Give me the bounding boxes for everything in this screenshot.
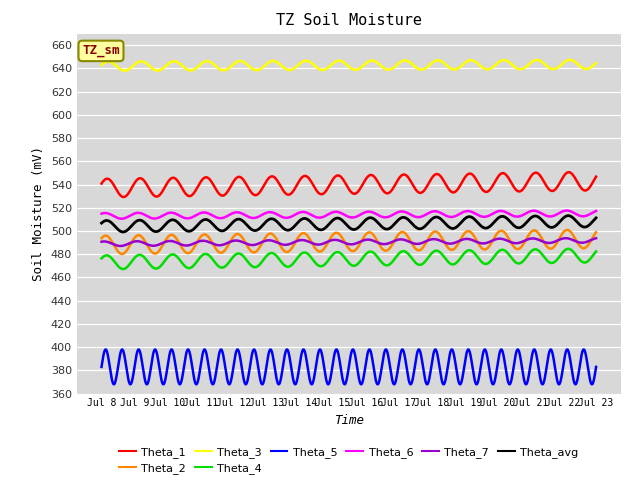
Theta_3 [121, 68, 129, 73]
Theta_1 [565, 169, 573, 175]
Theta_7 [116, 243, 124, 249]
Theta_avg [327, 219, 335, 225]
Theta_1 [120, 194, 127, 200]
Theta_avg [380, 225, 387, 231]
Theta_2 [318, 248, 326, 254]
Theta_avg [136, 217, 144, 223]
Theta_3 [156, 67, 164, 73]
Theta_3 [380, 65, 387, 71]
Theta_4 [380, 261, 387, 267]
Theta_7 [308, 240, 316, 246]
Theta_4 [308, 255, 316, 261]
Theta_2 [380, 247, 387, 252]
Theta_6 [327, 210, 335, 216]
Theta_2 [327, 235, 335, 240]
Theta_6 [318, 215, 326, 220]
Theta_5 [317, 350, 325, 356]
Theta_avg [564, 213, 572, 218]
Theta_6 [118, 216, 125, 222]
Theta_7 [380, 241, 387, 247]
Y-axis label: Soil Moisture (mV): Soil Moisture (mV) [32, 146, 45, 281]
Theta_1 [136, 175, 144, 181]
Theta_4 [592, 249, 600, 254]
Theta_2 [592, 229, 600, 235]
Theta_1 [592, 174, 600, 180]
Theta_5 [156, 369, 164, 374]
Theta_6 [98, 211, 106, 216]
Theta_7 [327, 238, 335, 243]
X-axis label: Time: Time [334, 414, 364, 427]
Theta_7 [318, 241, 326, 247]
Theta_1 [327, 180, 335, 186]
Theta_avg [156, 227, 164, 233]
Theta_4 [98, 255, 106, 261]
Theta_5 [326, 375, 334, 381]
Theta_3 [98, 62, 106, 68]
Theta_4 [119, 266, 127, 272]
Theta_1 [318, 192, 326, 197]
Theta_2 [563, 227, 571, 233]
Theta_5 [380, 353, 387, 359]
Theta_4 [564, 246, 572, 252]
Theta_5 [98, 364, 106, 370]
Theta_3 [318, 67, 326, 73]
Theta_5 [592, 364, 600, 370]
Theta_6 [592, 208, 600, 214]
Theta_avg [98, 220, 106, 226]
Line: Theta_5: Theta_5 [102, 349, 596, 384]
Theta_2 [98, 235, 106, 241]
Theta_2 [136, 233, 144, 239]
Theta_avg [318, 227, 326, 233]
Line: Theta_avg: Theta_avg [102, 216, 596, 232]
Theta_avg [592, 215, 600, 221]
Line: Theta_1: Theta_1 [102, 172, 596, 197]
Theta_4 [327, 254, 335, 260]
Theta_7 [136, 239, 144, 244]
Legend: Theta_1, Theta_2, Theta_3, Theta_4, Theta_5, Theta_6, Theta_7, Theta_avg: Theta_1, Theta_2, Theta_3, Theta_4, Thet… [115, 443, 583, 479]
Theta_7 [592, 235, 600, 241]
Theta_1 [380, 188, 387, 193]
Theta_6 [380, 214, 387, 220]
Text: TZ_sm: TZ_sm [82, 44, 120, 58]
Theta_5 [136, 348, 143, 354]
Theta_7 [562, 235, 570, 241]
Theta_1 [98, 180, 106, 186]
Theta_3 [136, 59, 144, 64]
Theta_4 [136, 252, 144, 258]
Line: Theta_3: Theta_3 [102, 60, 596, 71]
Theta_5 [307, 381, 315, 387]
Theta_6 [563, 208, 570, 214]
Theta_2 [118, 251, 126, 257]
Theta_5 [341, 382, 349, 387]
Theta_2 [308, 240, 316, 245]
Theta_4 [156, 264, 164, 269]
Theta_6 [156, 214, 164, 220]
Theta_2 [156, 246, 164, 252]
Theta_5 [349, 347, 356, 352]
Theta_3 [592, 60, 600, 66]
Title: TZ Soil Moisture: TZ Soil Moisture [276, 13, 422, 28]
Theta_7 [156, 241, 164, 247]
Line: Theta_6: Theta_6 [102, 211, 596, 219]
Theta_avg [308, 220, 316, 226]
Theta_1 [308, 180, 316, 185]
Theta_7 [98, 239, 106, 245]
Theta_1 [156, 192, 164, 197]
Theta_6 [308, 212, 316, 218]
Theta_4 [318, 263, 326, 269]
Theta_avg [119, 229, 127, 235]
Theta_3 [327, 62, 335, 68]
Theta_3 [566, 57, 573, 63]
Line: Theta_2: Theta_2 [102, 230, 596, 254]
Line: Theta_4: Theta_4 [102, 249, 596, 269]
Line: Theta_7: Theta_7 [102, 238, 596, 246]
Theta_3 [308, 60, 316, 66]
Theta_6 [136, 210, 144, 216]
